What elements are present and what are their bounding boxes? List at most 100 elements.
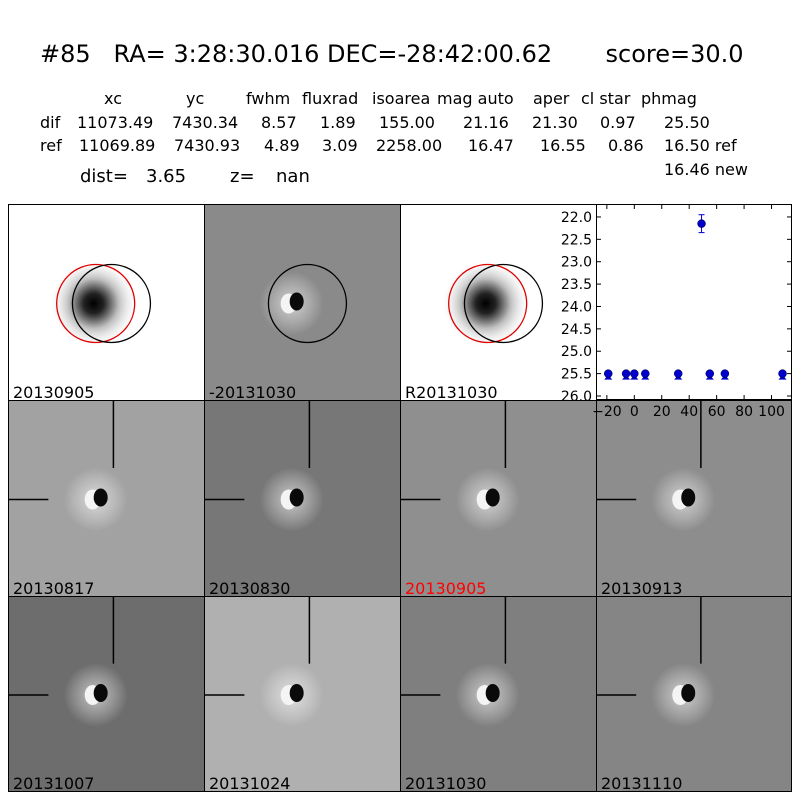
stamp-tile-9: 20131030 <box>400 596 597 792</box>
residual-negative <box>289 292 304 311</box>
stamp-tile-4: 20130830 <box>204 400 401 597</box>
row-label-ref: ref <box>40 136 62 155</box>
z-label: z= <box>230 166 255 187</box>
dif-isoarea: 155.00 <box>379 113 435 132</box>
stamp-label-7: 20131007 <box>13 774 95 792</box>
xtick-label: 80 <box>735 404 753 420</box>
page-title: #85 RA= 3:28:30.016 DEC=-28:42:00.62 sco… <box>40 40 744 68</box>
dist-label: dist= <box>80 166 128 187</box>
xtick-label: 60 <box>708 404 726 420</box>
stamp-image-2 <box>401 205 596 400</box>
residual-negative <box>485 488 500 507</box>
xtick-label: 100 <box>758 404 785 420</box>
data-point <box>778 369 787 378</box>
stamp-label-0: 20130905 <box>13 383 95 401</box>
col-header-mag-auto: mag auto <box>437 89 514 108</box>
dist-value: 3.65 <box>146 166 187 187</box>
stamp-label-10: 20131110 <box>601 774 683 792</box>
stamp-image-6 <box>597 401 791 596</box>
stamp-tile-3: 20130817 <box>8 400 205 597</box>
col-header-fwhm: fwhm <box>246 89 291 108</box>
dif-yc: 7430.34 <box>172 113 239 132</box>
xtick-label: −20 <box>592 404 622 420</box>
ref-mag-auto: 16.47 <box>468 136 514 155</box>
residual-negative <box>681 488 696 507</box>
stamp-image-0 <box>9 205 204 400</box>
stamp-label-6: 20130913 <box>601 579 683 597</box>
stamp-image-5 <box>401 401 596 596</box>
dif-fluxrad: 1.89 <box>320 113 356 132</box>
ytick-label: 26.0 <box>561 389 592 405</box>
col-header-isoarea: isoarea <box>372 89 431 108</box>
stamp-image-8 <box>205 597 400 791</box>
residual-negative <box>93 684 108 702</box>
data-point <box>603 369 613 378</box>
stamp-image-3 <box>9 401 204 596</box>
light-curve-plot: 22.0 22.5 23.0 23.5 24.0 24.5 25.0 25.5 26.0−20 0… <box>561 204 792 420</box>
stamp-tile-0: 20130905 <box>8 204 205 401</box>
plot-frame <box>596 204 792 400</box>
dif-mag-auto: 21.16 <box>463 113 509 132</box>
ref-fluxrad: 3.09 <box>322 136 358 155</box>
new-phmag: 16.46 new <box>664 160 748 179</box>
stamp-label-9: 20131030 <box>405 774 487 792</box>
stamp-tile-8: 20131024 <box>204 596 401 792</box>
residual-negative <box>485 684 500 702</box>
data-point <box>630 369 639 378</box>
ytick-label: 24.5 <box>561 322 592 338</box>
ytick-label: 23.5 <box>561 277 592 293</box>
xtick-label: 20 <box>653 404 671 420</box>
dif-phmag: 25.50 <box>664 113 710 132</box>
ref-yc: 7430.93 <box>174 136 241 155</box>
ytick-label: 25.5 <box>561 367 592 383</box>
ref-aper: 16.55 <box>540 136 586 155</box>
stamp-image-1 <box>205 205 400 400</box>
stamp-tile-1: -20131030 <box>204 204 401 401</box>
data-point <box>705 369 715 378</box>
data-point <box>621 369 631 378</box>
data-point <box>673 369 683 378</box>
stamp-tile-5: 20130905 <box>400 400 597 597</box>
stamp-label-8: 20131024 <box>209 774 291 792</box>
ref-phmag: 16.50 ref <box>664 136 737 155</box>
xtick-label: 40 <box>680 404 698 420</box>
col-header-yc: yc <box>186 89 205 108</box>
col-header-xc: xc <box>104 89 122 108</box>
dif-xc: 11073.49 <box>77 113 154 132</box>
dif-cl-star: 0.97 <box>600 113 636 132</box>
stamp-image-9 <box>401 597 596 791</box>
ref-cl-star: 0.86 <box>608 136 644 155</box>
stamp-image-10 <box>597 597 791 791</box>
dif-aperture-circle <box>267 263 348 344</box>
z-value: nan <box>276 166 310 187</box>
stamp-image-4 <box>205 401 400 596</box>
data-point <box>720 369 730 378</box>
ytick-label: 22.5 <box>561 232 592 248</box>
stamp-label-5: 20130905 <box>405 579 487 597</box>
stamp-label-2: R20131030 <box>405 383 498 401</box>
ref-aperture-circle <box>448 263 528 344</box>
col-header-aper: aper <box>533 89 570 108</box>
ref-aperture-circle <box>56 263 136 344</box>
dif-aperture-circle <box>463 263 544 344</box>
stamp-tile-7: 20131007 <box>8 596 205 792</box>
stamp-label-3: 20130817 <box>13 579 95 597</box>
row-label-dif: dif <box>40 113 61 132</box>
residual-negative <box>289 488 304 507</box>
data-point <box>641 369 650 378</box>
xtick-label: 0 <box>630 404 639 420</box>
ref-fwhm: 4.89 <box>264 136 300 155</box>
col-header-phmag: phmag <box>641 89 697 108</box>
ref-isoarea: 2258.00 <box>376 136 443 155</box>
stamp-tile-10: 20131110 <box>596 596 792 792</box>
residual-negative <box>289 684 304 702</box>
dif-aper: 21.30 <box>532 113 578 132</box>
residual-negative <box>681 684 696 702</box>
star-source <box>440 258 531 349</box>
stamp-tile-6: 20130913 <box>596 400 792 597</box>
ytick-label: 22.0 <box>561 210 592 226</box>
ytick-label: 24.0 <box>561 299 592 315</box>
dif-fwhm: 8.57 <box>261 113 297 132</box>
ytick-label: 25.0 <box>561 344 592 360</box>
data-point <box>697 219 706 228</box>
